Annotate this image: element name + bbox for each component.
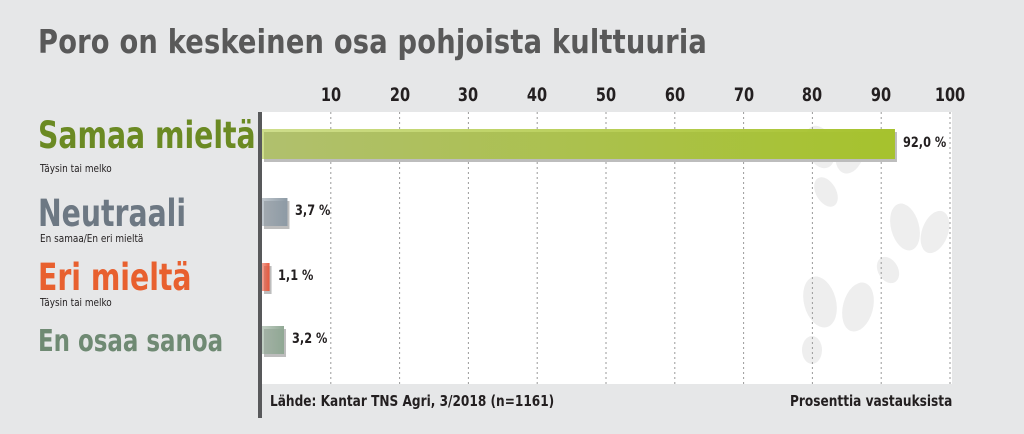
unit-note: Prosenttia vastauksista — [789, 392, 952, 410]
tick-label-80: 80 — [802, 84, 823, 106]
plot-area — [260, 112, 952, 384]
tick-label-60: 60 — [664, 84, 685, 106]
category-sub-2: Täysin tai melko — [40, 296, 112, 309]
tick-label-90: 90 — [871, 84, 892, 106]
bars — [262, 129, 897, 357]
bar-0 — [262, 129, 895, 159]
source-note: Lähde: Kantar TNS Agri, 3/2018 (n=1161) — [270, 392, 555, 410]
category-label-1: Neutraali — [38, 192, 187, 235]
chart-svg — [262, 112, 951, 384]
category-axis — [258, 112, 262, 418]
tick-label-20: 20 — [389, 84, 410, 106]
category-label-0: Samaa mieltä — [38, 114, 256, 157]
value-label-1: 3,7 % — [295, 203, 331, 219]
value-label-2: 1,1 % — [277, 268, 313, 284]
value-label-3: 3,2 % — [292, 331, 328, 347]
tick-label-40: 40 — [527, 84, 548, 106]
tick-label-30: 30 — [458, 84, 479, 106]
tick-label-70: 70 — [733, 84, 754, 106]
category-sub-1: En samaa/En eri mieltä — [40, 232, 144, 245]
bar-2 — [262, 263, 270, 291]
chart-title: Poro on keskeinen osa pohjoista kulttuur… — [38, 22, 707, 61]
tick-label-50: 50 — [595, 84, 617, 106]
value-label-0: 92,0 % — [902, 135, 947, 151]
category-label-3: En osaa sanoa — [38, 324, 224, 359]
bar-3 — [262, 326, 285, 354]
bar-1 — [262, 198, 288, 226]
tick-label-10: 10 — [320, 84, 341, 106]
category-sub-0: Täysin tai melko — [40, 162, 112, 175]
category-label-2: Eri mieltä — [38, 256, 192, 299]
tick-label-100: 100 — [934, 84, 966, 106]
